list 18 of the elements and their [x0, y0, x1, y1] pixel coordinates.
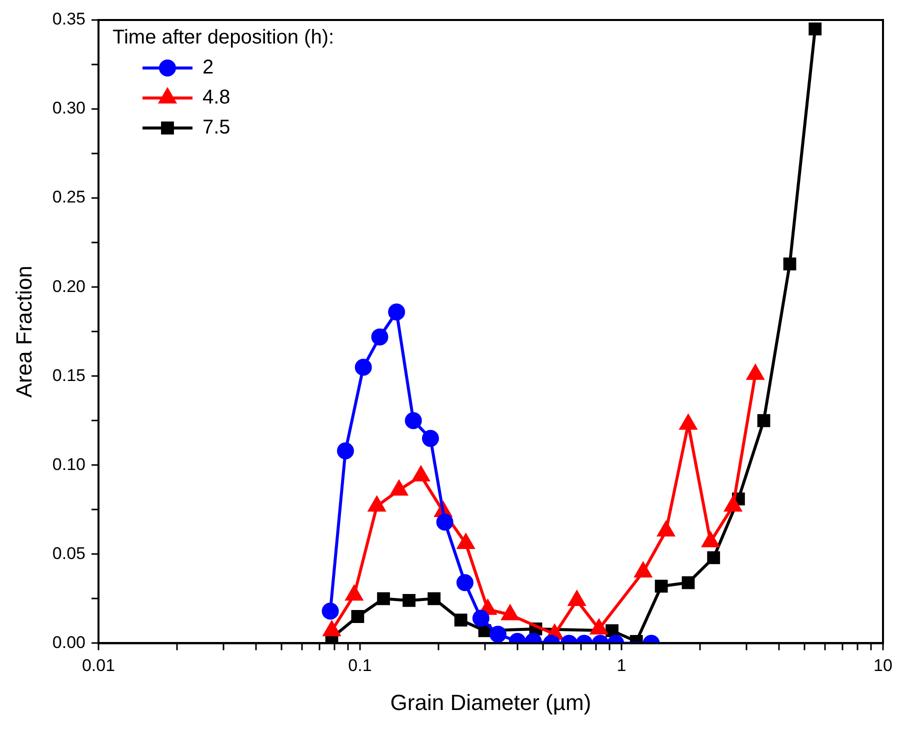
x-tick-label: 0.01 — [82, 656, 116, 676]
y-tick-label: 0.30 — [52, 98, 86, 118]
y-tick-label: 0.15 — [52, 366, 86, 385]
y-tick-label: 0.35 — [52, 10, 86, 29]
x-tick-label: 10 — [874, 656, 892, 676]
y-tick-label: 0.00 — [52, 632, 86, 652]
y-tick-label: 0.10 — [52, 454, 86, 474]
y-axis-title: Area Fraction — [11, 266, 36, 398]
legend-label: 7.5 — [202, 116, 230, 139]
x-tick-label: 1 — [616, 656, 626, 676]
legend-label: 4.8 — [202, 86, 230, 109]
y-tick-label: 0.25 — [52, 188, 86, 207]
x-tick-label: 0.1 — [348, 656, 372, 676]
y-tick-label: 0.05 — [52, 544, 86, 563]
legend-title: Time after deposition (h): — [112, 26, 334, 49]
y-tick-label: 0.20 — [52, 276, 86, 296]
legend-label: 2 — [202, 56, 214, 79]
x-axis-title: Grain Diameter (µm) — [390, 690, 592, 715]
